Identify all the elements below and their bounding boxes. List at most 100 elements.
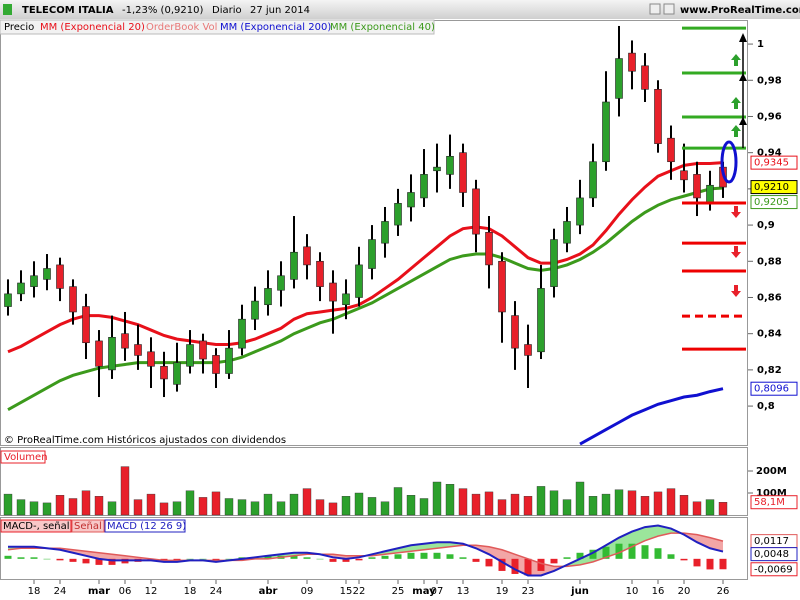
volume-bar [81,490,91,516]
volume-bar [302,488,312,516]
volume-bar [523,496,533,516]
macd-histogram [160,558,168,561]
macd-histogram [511,558,519,574]
macd-histogram [485,558,493,567]
candle-body [524,344,532,356]
volume-bar [445,484,455,516]
x-tick-label: 26 [717,586,730,597]
candle-body [342,293,350,306]
symbol: TELECOM ITALIA [22,5,114,16]
candle-body [602,101,610,163]
legend-bg [71,519,105,533]
macd-histogram [459,557,467,559]
annotations [720,33,747,297]
legend-label: MACD-, señal [3,521,70,532]
candle-body [277,275,285,291]
macd-histogram [667,554,675,559]
candle-body [147,351,155,367]
candle-body [82,306,90,344]
macd-histogram [329,558,337,562]
y-tick-label: 0,9 [757,220,775,231]
macd-histogram [498,558,506,571]
candle-body [472,188,480,235]
arrow-head [739,117,747,125]
volume-bar [419,498,429,516]
x-tick-label: 24 [54,586,67,597]
x-tick-label: 09 [301,586,314,597]
volume-bar [653,491,663,516]
candle-body [381,221,389,244]
macd-histogram [641,545,649,559]
macd-fill [86,551,99,559]
volume-bar [172,501,182,516]
y-tick-label: 0,94 [757,148,782,159]
x-tick-label: 20 [678,586,691,597]
value-tag [750,547,798,562]
period: Diario [212,5,242,16]
macd-histogram [69,558,77,562]
x-tick-label: jun [570,586,589,597]
macd-histogram [537,558,545,571]
toolbar-icon[interactable] [663,3,675,15]
volume-bar [510,493,520,516]
candle-body [17,282,25,295]
volume-bar [29,501,39,516]
legend-label: OrderBook Vol [146,22,217,33]
macd-histogram [589,549,597,559]
legend-label: MM (Exponencial 40) [330,22,435,33]
x-tick-label: 24 [210,586,223,597]
volume-bar [120,466,130,516]
volume-bar [432,481,442,516]
candle-body [251,300,259,320]
macd-histogram [368,557,376,559]
candle-body [43,268,51,280]
macd-fill [398,545,411,553]
candle-body [108,337,116,371]
candle-body [30,275,38,287]
macd-histogram [433,552,441,559]
volume-bar [159,502,169,516]
volume-panel [0,447,748,516]
volume-bar [107,501,117,516]
macd-histogram [303,557,311,559]
value-tag-label: 58,1M [754,497,785,508]
candle-body [550,239,558,287]
legend-bg [104,519,186,533]
macd-histogram [446,554,454,559]
candle-body [498,260,506,313]
x-tick-label: mar [88,586,110,597]
x-tick-label: 13 [457,586,470,597]
volume-bar [380,501,390,516]
macd-histogram [108,558,116,565]
volume-bar [263,493,273,516]
macd-histogram [602,546,610,559]
macd-histogram [30,557,38,559]
price-plot [4,25,727,446]
panel-title: Volumen [4,452,48,463]
moving-average [7,186,724,412]
volume-bar [341,496,351,516]
candle-body [615,58,623,99]
legend-label: Precio [4,22,34,33]
macd-fill [489,546,502,562]
macd-histogram [654,548,662,559]
toolbar-icon[interactable] [649,3,661,15]
volume-bar [393,487,403,516]
candle-body [446,155,454,175]
macd-histogram [17,557,25,559]
candle-body [576,197,584,226]
arrow-head [739,73,747,81]
x-tick-label: 19 [496,586,509,597]
volume-bar [692,501,702,516]
legend-label: MM (Exponencial 200) [220,22,331,33]
arrow-head [739,33,747,42]
price-panel [0,20,748,446]
macd-histogram [680,558,688,561]
x-tick-label: 23 [522,586,535,597]
legend-label: MM (Exponencial 20) [40,22,145,33]
candle-body [303,246,311,266]
volume-bar [536,486,546,516]
legend-label: Señal [74,521,102,532]
panel-title-bg [0,450,46,464]
y-tick-label: 100M [756,488,787,499]
